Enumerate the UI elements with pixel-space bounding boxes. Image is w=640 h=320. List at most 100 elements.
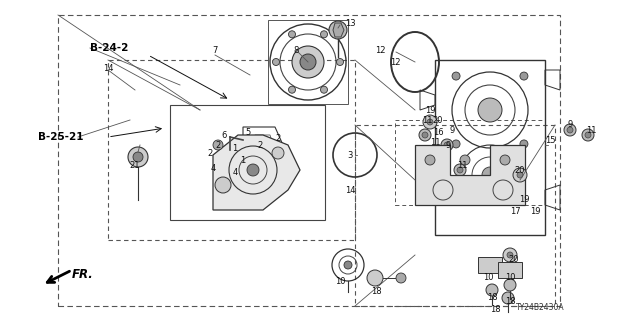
Circle shape xyxy=(517,172,523,178)
Circle shape xyxy=(272,147,284,159)
Text: 5: 5 xyxy=(245,127,251,137)
Circle shape xyxy=(344,261,352,269)
Text: 18: 18 xyxy=(490,306,500,315)
Text: 10: 10 xyxy=(335,277,345,286)
Circle shape xyxy=(520,140,528,148)
Bar xyxy=(108,60,355,240)
Circle shape xyxy=(213,140,223,150)
Circle shape xyxy=(502,292,514,304)
Circle shape xyxy=(585,132,591,138)
Circle shape xyxy=(273,59,280,66)
Text: 4: 4 xyxy=(232,167,237,177)
Circle shape xyxy=(500,155,510,165)
Text: 6: 6 xyxy=(221,131,227,140)
Text: 10: 10 xyxy=(505,274,515,283)
Text: 14: 14 xyxy=(103,63,113,73)
Text: B-25-21: B-25-21 xyxy=(38,132,83,142)
Bar xyxy=(355,125,555,306)
Circle shape xyxy=(215,177,231,193)
Circle shape xyxy=(486,284,498,296)
Text: 1: 1 xyxy=(241,156,246,164)
Polygon shape xyxy=(415,145,525,205)
Text: 20: 20 xyxy=(433,116,444,124)
Circle shape xyxy=(427,119,433,125)
Text: 12: 12 xyxy=(375,45,385,54)
Circle shape xyxy=(422,132,428,138)
Polygon shape xyxy=(213,135,300,210)
Text: 13: 13 xyxy=(345,19,355,28)
Text: 10: 10 xyxy=(483,274,493,283)
Polygon shape xyxy=(478,257,502,273)
Text: 9: 9 xyxy=(449,125,454,134)
Polygon shape xyxy=(498,262,522,278)
Text: 11: 11 xyxy=(429,138,440,147)
Text: 21: 21 xyxy=(130,161,140,170)
Circle shape xyxy=(452,72,460,80)
Text: 2: 2 xyxy=(216,140,221,149)
Text: 11: 11 xyxy=(586,125,596,134)
Bar xyxy=(395,120,545,205)
Circle shape xyxy=(478,98,502,122)
Circle shape xyxy=(128,147,148,167)
Circle shape xyxy=(513,168,527,182)
Circle shape xyxy=(292,46,324,78)
Text: FR.: FR. xyxy=(72,268,93,282)
Text: 2: 2 xyxy=(207,148,212,157)
Text: 4: 4 xyxy=(211,164,216,172)
Text: 3: 3 xyxy=(348,150,353,159)
Text: 19: 19 xyxy=(530,207,540,217)
Circle shape xyxy=(425,155,435,165)
Circle shape xyxy=(260,162,270,172)
Text: 15: 15 xyxy=(545,135,556,145)
Circle shape xyxy=(289,86,296,93)
Text: 1: 1 xyxy=(232,143,237,153)
Text: 8: 8 xyxy=(293,45,299,54)
Text: 17: 17 xyxy=(509,207,520,217)
Text: TY24B2430A: TY24B2430A xyxy=(516,303,565,312)
Text: 12: 12 xyxy=(390,58,400,67)
Text: 11: 11 xyxy=(457,161,467,170)
Circle shape xyxy=(457,167,463,173)
Circle shape xyxy=(321,86,328,93)
Circle shape xyxy=(460,155,470,165)
Circle shape xyxy=(245,162,255,172)
Circle shape xyxy=(300,54,316,70)
Text: 2: 2 xyxy=(257,140,262,149)
Text: 11: 11 xyxy=(422,116,432,124)
Text: 7: 7 xyxy=(212,45,218,54)
Circle shape xyxy=(567,127,573,133)
Text: 18: 18 xyxy=(505,298,515,307)
Text: 19: 19 xyxy=(519,196,529,204)
Circle shape xyxy=(441,139,453,151)
Circle shape xyxy=(289,31,296,38)
Circle shape xyxy=(452,140,460,148)
Circle shape xyxy=(426,149,438,161)
Text: 18: 18 xyxy=(371,287,381,297)
Text: 20: 20 xyxy=(515,165,525,174)
Circle shape xyxy=(520,72,528,80)
Text: B-24-2: B-24-2 xyxy=(90,43,129,53)
Circle shape xyxy=(454,164,466,176)
Text: 9: 9 xyxy=(568,119,573,129)
Circle shape xyxy=(444,142,450,148)
Text: 19: 19 xyxy=(425,106,435,115)
Circle shape xyxy=(367,270,383,286)
Text: 18: 18 xyxy=(486,293,497,302)
Bar xyxy=(58,15,560,306)
Bar xyxy=(170,105,325,220)
Polygon shape xyxy=(333,23,344,37)
Circle shape xyxy=(564,124,576,136)
Circle shape xyxy=(507,252,513,258)
Circle shape xyxy=(582,129,594,141)
Circle shape xyxy=(419,129,431,141)
Circle shape xyxy=(321,31,328,38)
Circle shape xyxy=(337,59,344,66)
Circle shape xyxy=(247,164,259,176)
Text: 9: 9 xyxy=(445,140,451,149)
Text: 20: 20 xyxy=(509,255,519,265)
Circle shape xyxy=(133,152,143,162)
Text: 16: 16 xyxy=(433,127,444,137)
Circle shape xyxy=(396,273,406,283)
Circle shape xyxy=(482,167,498,183)
Circle shape xyxy=(423,115,437,129)
